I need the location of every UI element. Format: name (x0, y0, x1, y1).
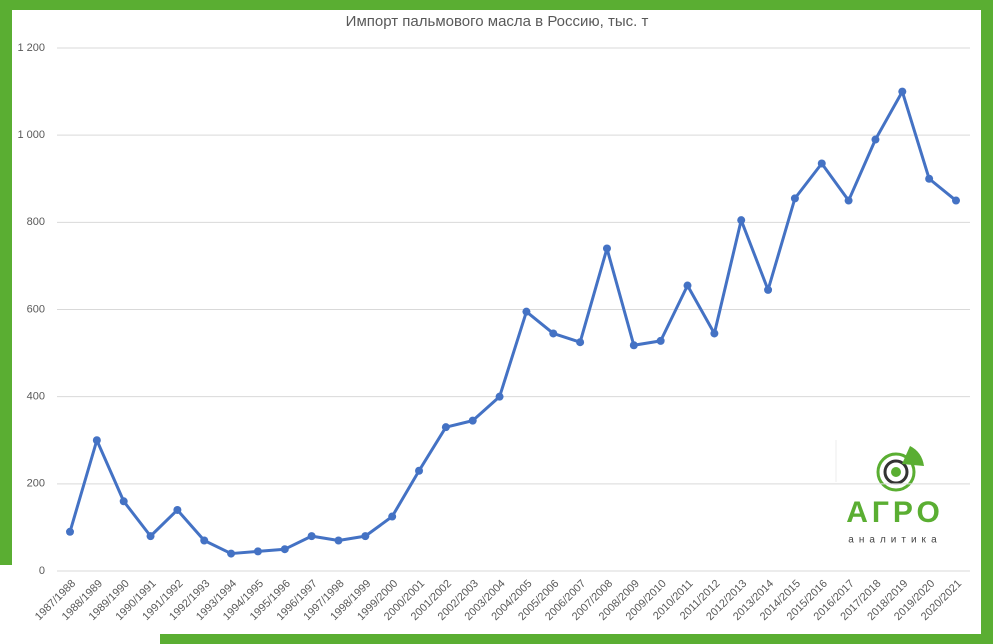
point (925, 174, 934, 183)
point (146, 532, 155, 541)
logo-icon (876, 452, 916, 492)
point (253, 547, 262, 556)
point (388, 512, 397, 521)
logo: АГРО аналитика (835, 440, 944, 546)
logo-tagline: аналитика (848, 535, 941, 546)
point (629, 341, 638, 350)
point (200, 536, 209, 545)
y-tick-label: 1 200 (17, 42, 45, 54)
point (576, 338, 585, 347)
point (952, 196, 960, 205)
point (602, 244, 611, 253)
y-tick-label: 600 (27, 303, 45, 315)
point (522, 307, 531, 316)
background (0, 565, 160, 644)
y-tick-label: 1 000 (17, 129, 45, 141)
point (710, 329, 719, 338)
logo-icon (891, 467, 901, 477)
logo-icon (883, 459, 909, 485)
point (764, 285, 773, 294)
point (441, 423, 450, 432)
point (227, 549, 236, 558)
point (415, 466, 424, 475)
point (334, 536, 343, 545)
y-tick-label: 800 (27, 216, 45, 228)
point (119, 497, 128, 506)
point (495, 392, 504, 401)
point (871, 135, 880, 144)
point (66, 527, 74, 536)
y-tick-label: 0 (39, 565, 45, 577)
point (656, 336, 665, 345)
point (361, 532, 370, 541)
point (92, 436, 101, 445)
point (173, 505, 182, 514)
point (549, 329, 558, 338)
point (683, 281, 692, 290)
line (68, 90, 957, 556)
point (307, 532, 316, 541)
point (844, 196, 853, 205)
y-tick-label: 400 (27, 391, 45, 403)
y-tick-label: 200 (27, 478, 45, 490)
point (790, 194, 799, 203)
point (468, 416, 477, 425)
point (817, 159, 826, 168)
logo-name: АГРО (846, 496, 944, 529)
chart-title: Импорт пальмового масла в Россию, тыс. т (346, 13, 649, 30)
point (898, 87, 907, 96)
point (737, 216, 746, 225)
background (12, 10, 981, 634)
point (280, 545, 289, 554)
logo-icon (902, 446, 924, 466)
